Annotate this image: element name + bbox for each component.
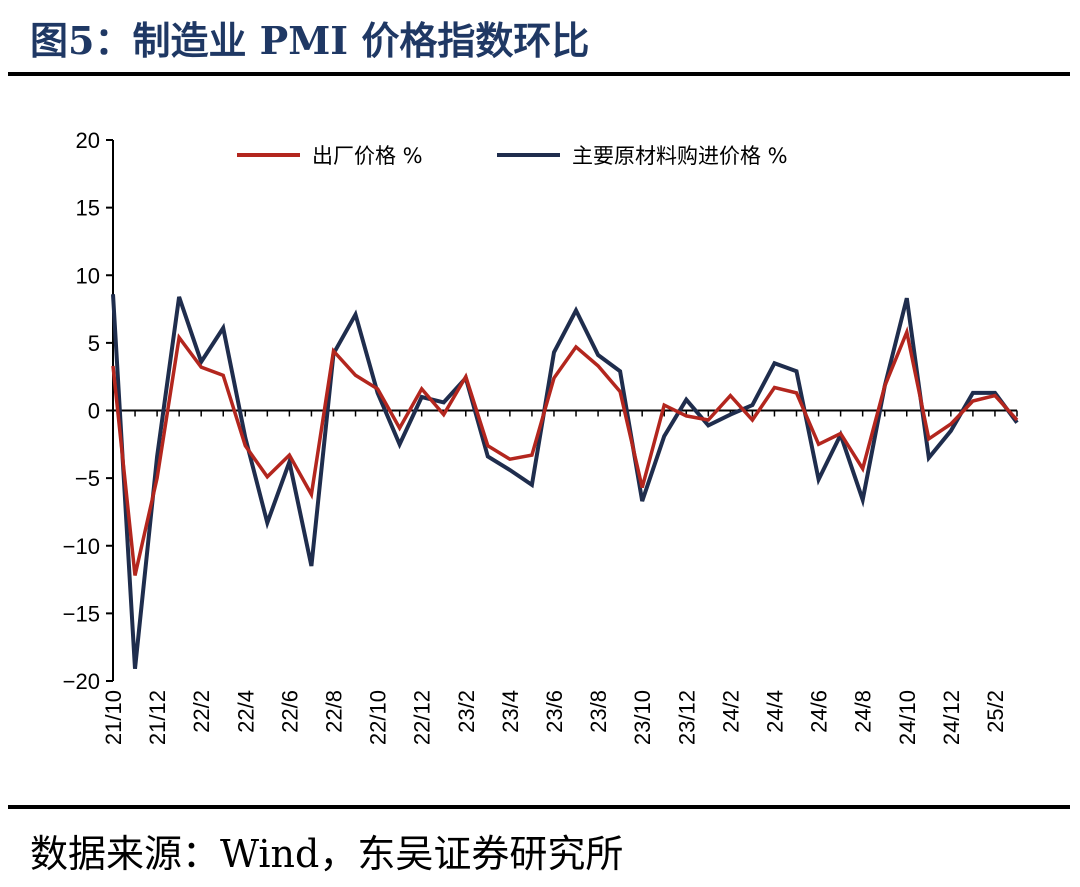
- x-tick-label: 21/12: [145, 690, 170, 745]
- y-tick-label: 10: [76, 263, 100, 288]
- x-tick-label: 24/4: [762, 690, 787, 733]
- y-tick-label: 20: [76, 128, 100, 153]
- x-tick-label: 23/6: [542, 690, 567, 733]
- x-tick-label: 24/2: [718, 690, 743, 733]
- x-tick-label: 24/10: [895, 690, 920, 745]
- series-lines: [111, 294, 1019, 670]
- y-tick-label: 0: [88, 399, 100, 424]
- x-axis: 21/10 21/12 22/2 22/4 22/6 22/8 22/10 22/12 23/2…: [101, 409, 1018, 745]
- page-title: 图5：制造业 PMI 价格指数环比: [30, 18, 590, 63]
- x-tick-label: 23/12: [674, 690, 699, 745]
- top-divider: [8, 72, 1070, 76]
- bottom-divider: [8, 805, 1070, 809]
- x-tick-label: 24/6: [807, 690, 832, 733]
- y-tick-label: −5: [75, 466, 100, 491]
- legend-label: 主要原材料购进价格 %: [572, 144, 788, 168]
- series-line-raw-material-price: [111, 294, 1019, 670]
- x-tick-label: 22/4: [233, 690, 258, 733]
- x-tick-label: 22/10: [366, 690, 391, 745]
- x-tick-label: 23/4: [498, 690, 523, 733]
- x-tick-label: 21/10: [101, 690, 126, 745]
- y-tick-label: −20: [63, 669, 100, 694]
- x-tick-label: 22/2: [189, 690, 214, 733]
- x-tick-label: 22/12: [410, 690, 435, 745]
- x-tick-label: 24/12: [939, 690, 964, 745]
- y-tick-label: −10: [63, 534, 100, 559]
- y-tick-label: 15: [76, 196, 100, 221]
- x-tick-label: 23/2: [454, 690, 479, 733]
- series-line-ex-factory-price: [111, 326, 1019, 576]
- legend-label: 出厂价格 %: [312, 144, 423, 168]
- source-note: 数据来源：Wind，东吴证券研究所: [30, 832, 624, 876]
- legend: 出厂价格 % 主要原材料购进价格 %: [237, 144, 788, 168]
- x-tick-label: 24/8: [851, 690, 876, 733]
- y-tick-label: −15: [63, 601, 100, 626]
- x-tick-label: 22/8: [321, 690, 346, 733]
- y-axis: 20 15 10 5 0 −5 −10 −15 −20: [63, 128, 114, 694]
- x-tick-label: 23/10: [630, 690, 655, 745]
- x-tick-label: 23/8: [586, 690, 611, 733]
- x-tick-label: 25/2: [983, 690, 1008, 733]
- x-tick-label: 22/6: [277, 690, 302, 733]
- y-tick-label: 5: [88, 331, 100, 356]
